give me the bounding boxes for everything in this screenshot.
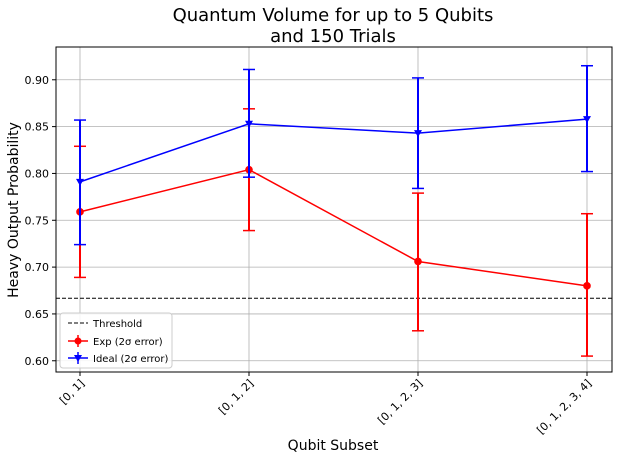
x-tick-label: [0, 1] — [57, 377, 87, 407]
x-tick-label: [0, 1, 2] — [216, 377, 256, 417]
y-tick-label: 0.85 — [25, 121, 50, 134]
ideal-series-line — [79, 118, 588, 183]
x-tick-label: [0, 1, 2, 3, 4] — [534, 377, 594, 437]
y-tick-label: 0.60 — [25, 355, 50, 368]
exp-data-point — [414, 257, 422, 266]
plot-frame — [55, 46, 613, 373]
ideal-data-point — [414, 130, 422, 138]
exp-data-point — [583, 282, 591, 290]
ideal-data-point — [76, 178, 84, 186]
y-tick-label: 0.80 — [25, 167, 50, 180]
y-tick-label: 0.75 — [25, 214, 50, 227]
legend-box — [59, 312, 173, 369]
y-tick-label: 0.65 — [25, 308, 50, 321]
legend-exp-label: Exp (2σ error) — [93, 337, 163, 348]
exp-series-line — [79, 168, 588, 287]
legend-exp-swatch-marker — [74, 337, 82, 345]
legend-threshold-label: Threshold — [92, 319, 142, 330]
y-tick-label: 0.70 — [25, 261, 50, 274]
ideal-data-point — [245, 120, 253, 128]
legend-ideal-label: Ideal (2σ error) — [93, 354, 169, 365]
ideal-data-point — [583, 116, 591, 124]
y-axis-label: Heavy Output Probability — [6, 122, 22, 298]
x-axis-label: Qubit Subset — [288, 438, 379, 454]
x-tick-label: [0, 1, 2, 3] — [375, 377, 425, 427]
y-tick-label: 0.90 — [25, 74, 50, 87]
chart-title-line2: and 150 Trials — [270, 26, 396, 47]
chart-title-line1: Quantum Volume for up to 5 Qubits — [173, 5, 494, 26]
legend-ideal-swatch-marker — [74, 355, 82, 362]
